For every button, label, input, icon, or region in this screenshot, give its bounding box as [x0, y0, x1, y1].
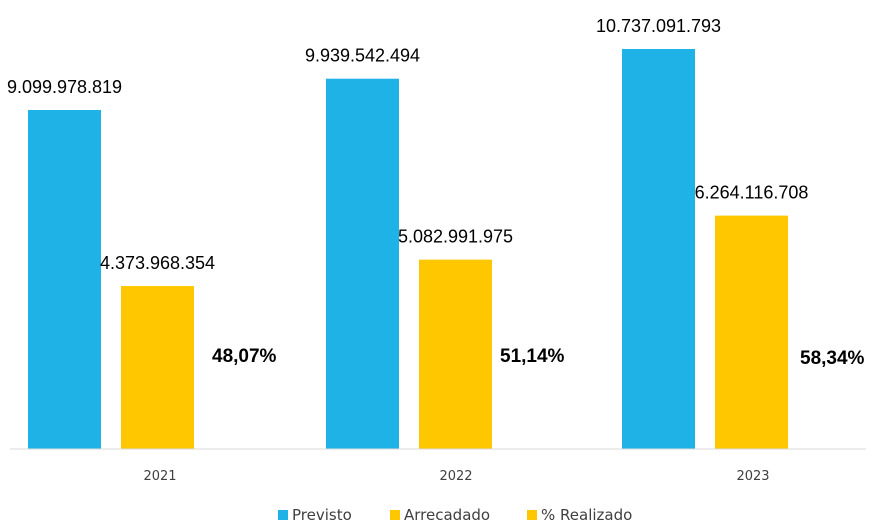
bar-previsto-2022 — [326, 78, 399, 450]
x-tick-label-2021: 2021 — [143, 469, 176, 484]
bars-layer — [28, 49, 788, 450]
legend-swatch-previsto — [278, 510, 288, 520]
x-tick-label-2022: 2022 — [439, 469, 472, 484]
legend-swatch-arrecadado — [390, 510, 400, 520]
legend-swatch-realizado — [527, 510, 537, 520]
data-label-realizado-2021: 48,07% — [212, 346, 277, 367]
x-axis-ticks: 2021 2022 2023 — [143, 469, 769, 484]
data-label-arrecadado-2022: 5.082.991.975 — [398, 227, 513, 247]
bar-arrecadado-2022 — [419, 259, 492, 449]
bar-arrecadado-2023 — [715, 215, 788, 449]
data-label-previsto-2023: 10.737.091.793 — [596, 16, 721, 36]
data-label-previsto-2021: 9.099.978.819 — [7, 77, 122, 97]
data-label-arrecadado-2021: 4.373.968.354 — [100, 253, 215, 273]
data-label-realizado-2023: 58,34% — [800, 348, 865, 369]
data-label-realizado-2022: 51,14% — [500, 346, 565, 367]
legend-label-realizado: % Realizado — [541, 506, 632, 524]
value-labels-layer: 9.099.978.819 4.373.968.354 48,07% 9.939.54… — [7, 16, 865, 369]
legend-label-arrecadado: Arrecadado — [404, 506, 490, 524]
data-label-previsto-2022: 9.939.542.494 — [305, 46, 420, 66]
bar-previsto-2023 — [622, 49, 695, 449]
bar-arrecadado-2021 — [121, 286, 194, 449]
bar-previsto-2021 — [28, 109, 101, 449]
legend: Previsto Arrecadado % Realizado — [278, 506, 632, 524]
legend-label-previsto: Previsto — [292, 506, 352, 524]
x-tick-label-2023: 2023 — [736, 469, 769, 484]
data-label-arrecadado-2023: 6.264.116.708 — [695, 183, 809, 203]
